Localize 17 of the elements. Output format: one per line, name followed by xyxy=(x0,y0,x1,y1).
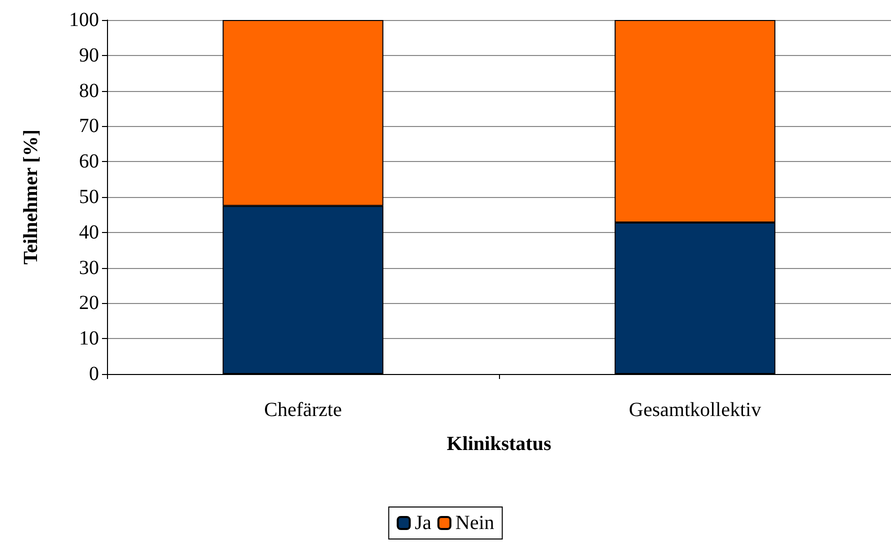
y-tick-label: 100 xyxy=(69,9,99,31)
y-tick-label: 60 xyxy=(79,150,99,173)
y-tick-label: 40 xyxy=(79,221,99,244)
y-tick-label: 50 xyxy=(79,186,99,208)
y-tick-label: 80 xyxy=(79,80,99,102)
y-tick-label: 20 xyxy=(79,292,99,314)
y-tick-label: 0 xyxy=(89,363,99,385)
y-axis-title: Teilnehmer [%] xyxy=(20,130,42,264)
y-tick-label: 90 xyxy=(79,44,99,66)
legend-label: Nein xyxy=(455,512,494,534)
y-tick-label: 30 xyxy=(79,256,99,279)
x-axis-title: Klinikstatus xyxy=(446,433,552,455)
y-tick-label: 10 xyxy=(79,328,99,350)
x-tick-label: Gesamtkollektiv xyxy=(628,399,762,421)
legend-label: Ja xyxy=(414,512,432,534)
y-tick-label: 70 xyxy=(79,115,99,138)
x-tick-label: Chefärzte xyxy=(264,399,342,421)
